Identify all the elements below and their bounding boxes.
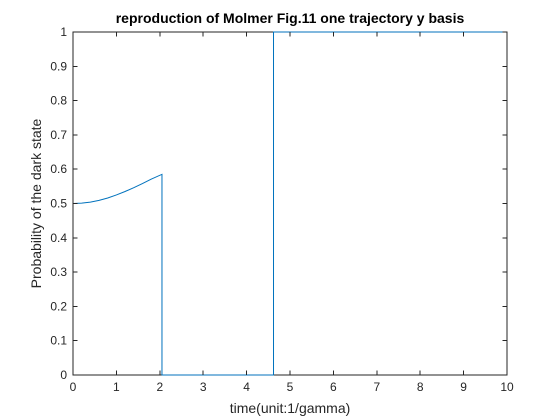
y-tick-label: 0.3 bbox=[50, 265, 67, 279]
x-tick-label: 2 bbox=[156, 380, 163, 394]
x-tick-label: 4 bbox=[243, 380, 250, 394]
series-line bbox=[72, 31, 507, 376]
y-tick-label: 0.5 bbox=[50, 197, 67, 211]
y-tick-label: 0.8 bbox=[50, 94, 67, 108]
x-tick-label: 3 bbox=[200, 380, 207, 394]
y-tick-label: 1 bbox=[60, 25, 67, 39]
y-tick-label: 0.6 bbox=[50, 162, 67, 176]
axes-box bbox=[72, 31, 508, 376]
x-tick-label: 9 bbox=[460, 380, 467, 394]
x-tick-label: 0 bbox=[70, 380, 77, 394]
y-tick-label: 0.7 bbox=[50, 128, 67, 142]
y-tick-label: 0 bbox=[60, 368, 67, 382]
y-axis-label: Probability of the dark state bbox=[28, 118, 44, 288]
y-tick-label: 0.2 bbox=[50, 299, 67, 313]
x-tick-label: 8 bbox=[417, 380, 424, 394]
x-axis-label: time(unit:1/gamma) bbox=[230, 400, 351, 416]
y-tick-label: 0.4 bbox=[50, 231, 67, 245]
y-tick-label: 0.9 bbox=[50, 59, 67, 73]
y-tick-label: 0.1 bbox=[50, 334, 67, 348]
chart-title: reproduction of Molmer Fig.11 one trajec… bbox=[116, 10, 465, 26]
x-tick-label: 6 bbox=[330, 380, 337, 394]
x-tick-label: 5 bbox=[287, 380, 294, 394]
x-tick-label: 10 bbox=[500, 380, 514, 394]
x-tick-label: 7 bbox=[373, 380, 380, 394]
x-tick-label: 1 bbox=[113, 380, 120, 394]
